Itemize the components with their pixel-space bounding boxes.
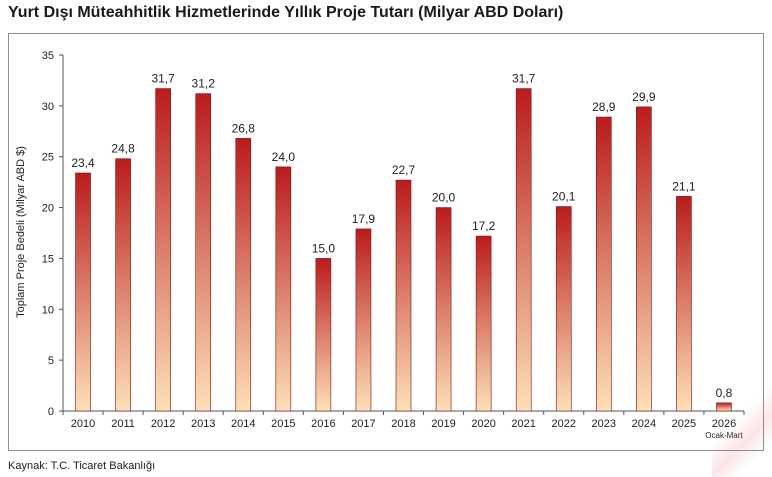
y-tick-label: 20: [42, 203, 54, 215]
x-tick-sublabel: Ocak-Mart: [705, 431, 743, 440]
x-tick-label: 2021: [511, 418, 535, 430]
chart-frame: [8, 33, 764, 451]
bar-2025: [676, 196, 692, 412]
source-note: Kaynak: T.C. Ticaret Bakanlığı: [8, 460, 156, 472]
x-tick-label: 2011: [111, 418, 135, 430]
x-tick-label: 2018: [391, 418, 415, 430]
bar-2021: [515, 88, 532, 412]
x-tick-label: 2016: [311, 418, 335, 430]
bar-value-label: 31,2: [192, 77, 216, 91]
bar-2019: [435, 207, 452, 412]
x-tick-label: 2025: [672, 418, 696, 430]
bar-value-label: 23,4: [71, 156, 95, 170]
bar-value-label: 31,7: [151, 72, 175, 86]
bar-2017: [355, 228, 372, 412]
y-tick-label: 25: [42, 152, 54, 164]
bar-2024: [636, 106, 652, 412]
x-tick-label: 2010: [71, 418, 95, 430]
bar-value-label: 24,8: [111, 142, 135, 156]
bar-value-label: 22,7: [392, 163, 416, 177]
x-tick-label: 2014: [231, 418, 255, 430]
x-tick-label: 2015: [271, 418, 295, 430]
x-tick-label: 2020: [471, 418, 495, 430]
bar-2020: [475, 235, 492, 412]
y-tick-label: 15: [42, 253, 54, 265]
bar-value-label: 29,9: [632, 90, 656, 104]
bar-value-label: 17,2: [472, 219, 496, 233]
bar-2010: [75, 172, 91, 412]
y-axis-title: Toplam Proje Bedeli (Milyar ABD $): [15, 146, 27, 318]
bar-value-label: 17,9: [352, 212, 376, 226]
x-tick-label: 2024: [632, 418, 656, 430]
y-tick-label: 35: [42, 50, 54, 62]
bar-value-label: 20,1: [552, 190, 576, 204]
page-title: Yurt Dışı Müteahhitlik Hizmetlerinde Yıl…: [8, 4, 564, 21]
bars-group: 23,4 24,8 31,7 31,2 26,8 24,0 15,0 17,9 22,7 20,0…: [71, 72, 733, 412]
bar-2022: [555, 206, 572, 412]
bar-2011: [115, 158, 131, 412]
y-tick-label: 30: [42, 101, 54, 113]
y-tick-label: 5: [48, 355, 54, 367]
bar-value-label: 28,9: [592, 100, 616, 114]
x-tick-label: 2023: [592, 418, 616, 430]
bar-2015: [275, 166, 292, 412]
bar-value-label: 20,0: [432, 191, 456, 205]
bar-value-label: 21,1: [672, 179, 696, 193]
x-tick-label: 2017: [351, 418, 375, 430]
bar-2012: [155, 88, 171, 412]
y-tick-label: 0: [48, 406, 54, 418]
bar-value-label: 24,0: [272, 150, 296, 164]
bar-2026: [716, 402, 732, 412]
bar-value-label: 0,8: [716, 386, 733, 400]
bar-2014: [235, 138, 252, 412]
bar-value-label: 31,7: [512, 72, 536, 86]
bar-value-label: 26,8: [232, 121, 256, 135]
x-tick-label: 2026: [712, 418, 736, 430]
bar-2023: [595, 116, 612, 412]
bar-2018: [395, 179, 412, 412]
x-tick-label: 2022: [551, 418, 575, 430]
bar-2016: [315, 258, 332, 412]
x-tick-label: 2012: [151, 418, 175, 430]
y-tick-label: 10: [42, 304, 54, 316]
x-tick-label: 2013: [191, 418, 215, 430]
bar-value-label: 15,0: [312, 241, 336, 255]
bar-2013: [195, 93, 212, 412]
x-tick-label: 2019: [431, 418, 455, 430]
